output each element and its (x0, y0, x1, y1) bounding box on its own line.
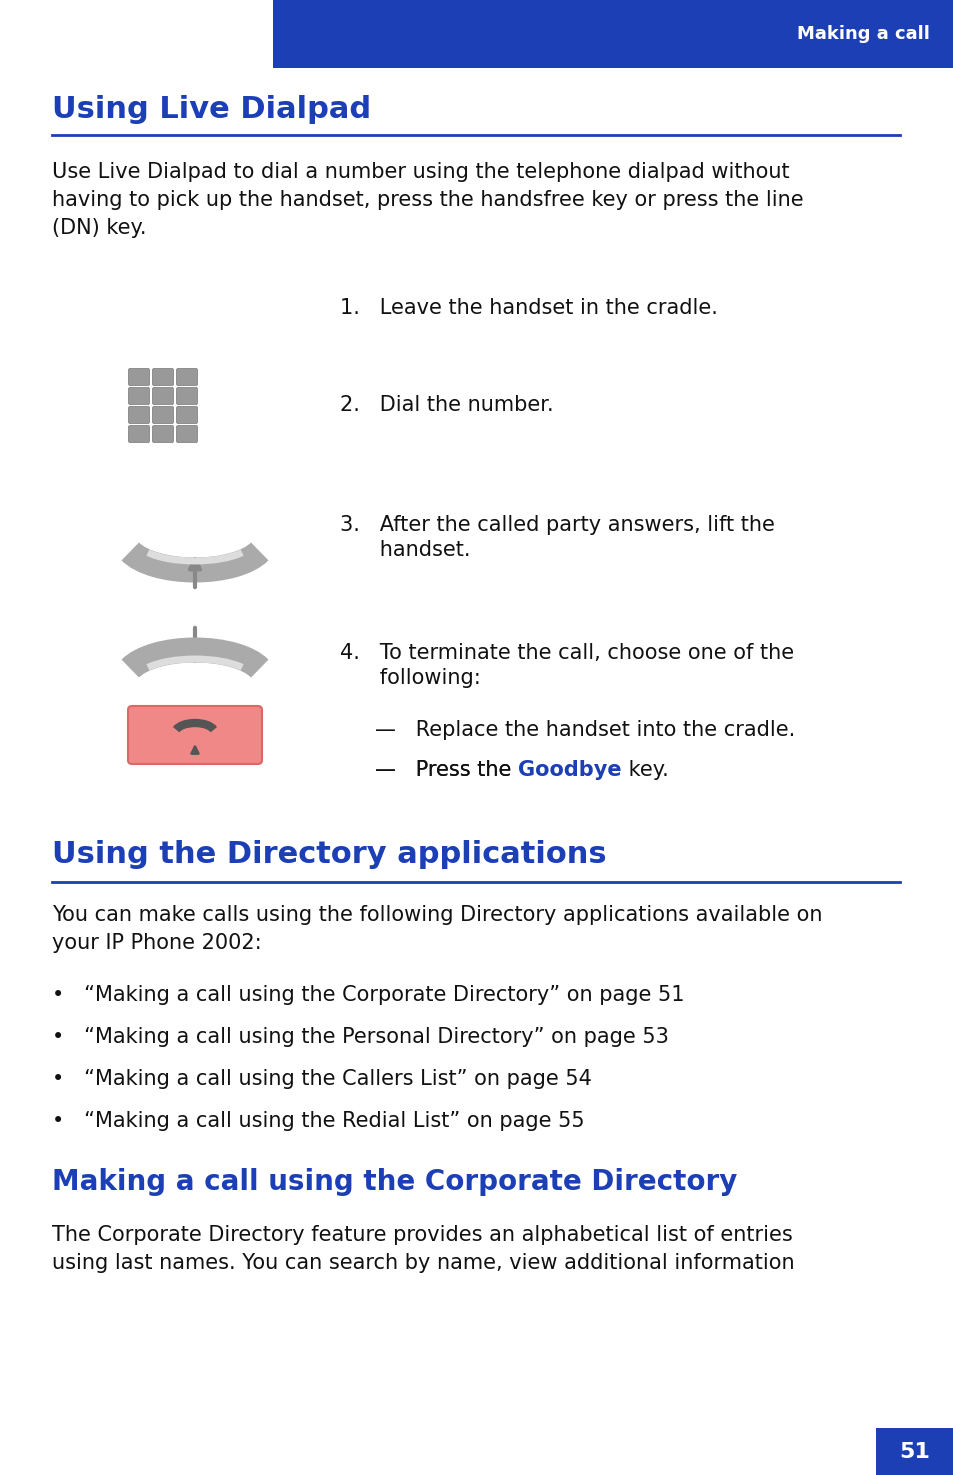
Text: 4.   To terminate the call, choose one of the: 4. To terminate the call, choose one of … (339, 643, 793, 662)
FancyBboxPatch shape (129, 407, 150, 423)
Text: 2.   Dial the number.: 2. Dial the number. (339, 395, 553, 414)
FancyBboxPatch shape (176, 388, 197, 404)
FancyBboxPatch shape (152, 407, 173, 423)
FancyBboxPatch shape (129, 425, 150, 442)
FancyBboxPatch shape (176, 369, 197, 385)
FancyBboxPatch shape (129, 369, 150, 385)
Text: key.: key. (621, 760, 668, 780)
FancyBboxPatch shape (152, 425, 173, 442)
Text: Making a call: Making a call (797, 25, 929, 43)
FancyBboxPatch shape (152, 388, 173, 404)
Text: •   “Making a call using the Callers List” on page 54: • “Making a call using the Callers List”… (52, 1069, 591, 1089)
FancyBboxPatch shape (128, 707, 262, 764)
Text: Use Live Dialpad to dial a number using the telephone dialpad without
having to : Use Live Dialpad to dial a number using … (52, 162, 802, 237)
Text: Using the Directory applications: Using the Directory applications (52, 839, 606, 869)
Text: •   “Making a call using the Corporate Directory” on page 51: • “Making a call using the Corporate Dir… (52, 985, 684, 1004)
Bar (875, 1428, 953, 1475)
Text: Using Live Dialpad: Using Live Dialpad (52, 94, 371, 124)
Text: 1.   Leave the handset in the cradle.: 1. Leave the handset in the cradle. (339, 298, 717, 319)
Text: 51: 51 (899, 1443, 929, 1462)
Text: —   Press the: — Press the (375, 760, 517, 780)
Text: Goodbye: Goodbye (517, 760, 621, 780)
FancyBboxPatch shape (176, 425, 197, 442)
Text: The Corporate Directory feature provides an alphabetical list of entries
using l: The Corporate Directory feature provides… (52, 1226, 794, 1273)
FancyBboxPatch shape (129, 388, 150, 404)
Text: You can make calls using the following Directory applications available on
your : You can make calls using the following D… (52, 906, 821, 953)
FancyBboxPatch shape (176, 407, 197, 423)
Text: Making a call using the Corporate Directory: Making a call using the Corporate Direct… (52, 1168, 737, 1196)
Bar (273, 0, 953, 68)
Text: —   Press the: — Press the (375, 760, 517, 780)
Text: •   “Making a call using the Redial List” on page 55: • “Making a call using the Redial List” … (52, 1111, 584, 1131)
Text: handset.: handset. (339, 540, 470, 560)
Text: following:: following: (339, 668, 480, 687)
Text: —   Replace the handset into the cradle.: — Replace the handset into the cradle. (375, 720, 795, 740)
Text: 3.   After the called party answers, lift the: 3. After the called party answers, lift … (339, 515, 774, 535)
Text: •   “Making a call using the Personal Directory” on page 53: • “Making a call using the Personal Dire… (52, 1027, 668, 1047)
FancyBboxPatch shape (152, 369, 173, 385)
